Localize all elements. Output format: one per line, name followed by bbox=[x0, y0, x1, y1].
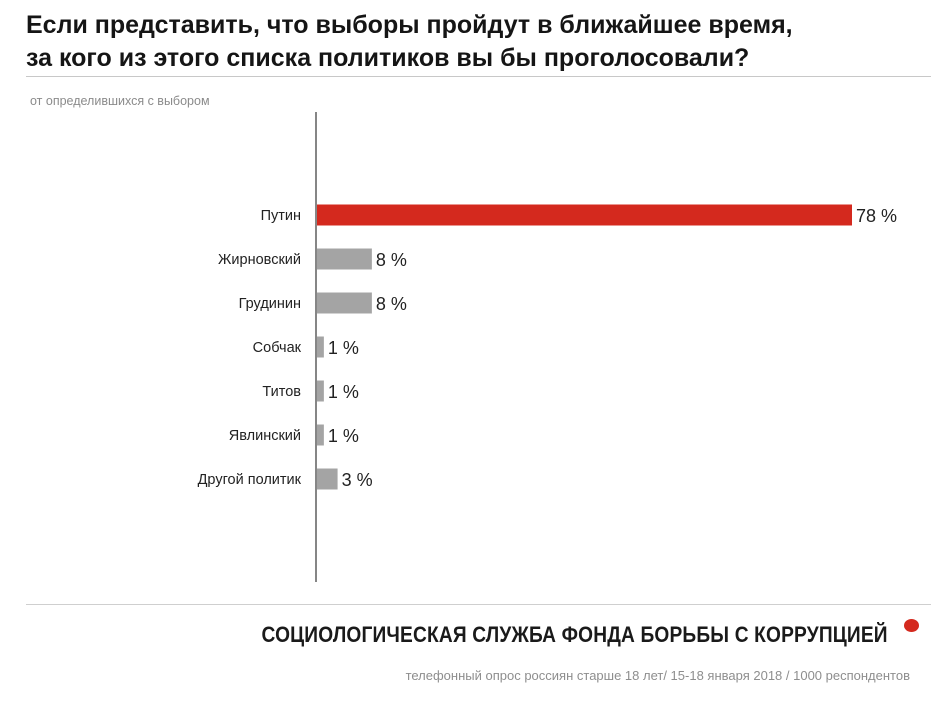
bar-chart: Путин Жирновский Грудинин Собчак Титов Явлинс… bbox=[198, 112, 897, 582]
category-label: Другой политик bbox=[198, 472, 302, 488]
value-label: 1 % bbox=[328, 382, 359, 402]
category-label: Титов bbox=[262, 384, 301, 400]
value-label: 8 % bbox=[376, 294, 407, 314]
bar bbox=[317, 468, 338, 490]
bar bbox=[317, 380, 324, 402]
value-label: 8 % bbox=[376, 250, 407, 270]
bar bbox=[317, 204, 852, 226]
chart-title-line-1: Если представить, что выборы пройдут в б… bbox=[26, 11, 793, 39]
category-label: Жирновский bbox=[218, 252, 301, 268]
category-label: Явлинский bbox=[229, 428, 301, 444]
value-label: 1 % bbox=[328, 426, 359, 446]
bar bbox=[317, 336, 324, 358]
chart-title: Если представить, что выборы пройдут в б… bbox=[26, 9, 906, 75]
value-label: 1 % bbox=[328, 338, 359, 358]
brand-dot-icon bbox=[904, 619, 919, 632]
value-label: 78 % bbox=[856, 206, 897, 226]
category-label-group: Путин Жирновский Грудинин Собчак Титов Явлинс… bbox=[198, 208, 302, 488]
survey-source-note: телефонный опрос россиян старше 18 лет/ … bbox=[405, 668, 910, 683]
bar-group bbox=[317, 204, 852, 490]
bar bbox=[317, 424, 324, 446]
category-label: Грудинин bbox=[239, 296, 301, 312]
bar bbox=[317, 248, 372, 270]
brand-name: СОЦИОЛОГИЧЕСКАЯ СЛУЖБА ФОНДА БОРЬБЫ С КО… bbox=[261, 622, 888, 647]
chart-title-line-2: за кого из этого списка политиков вы бы … bbox=[26, 44, 750, 72]
title-divider bbox=[26, 76, 931, 77]
category-label: Путин bbox=[261, 208, 301, 224]
footer-divider bbox=[26, 604, 931, 605]
chart-subtitle: от определившихся с выбором bbox=[30, 94, 210, 108]
value-label-group: 78 % 8 % 8 % 1 % 1 % 1 % 3 % bbox=[328, 206, 897, 490]
value-label: 3 % bbox=[342, 470, 373, 490]
category-label: Собчак bbox=[253, 340, 302, 356]
bar bbox=[317, 292, 372, 314]
